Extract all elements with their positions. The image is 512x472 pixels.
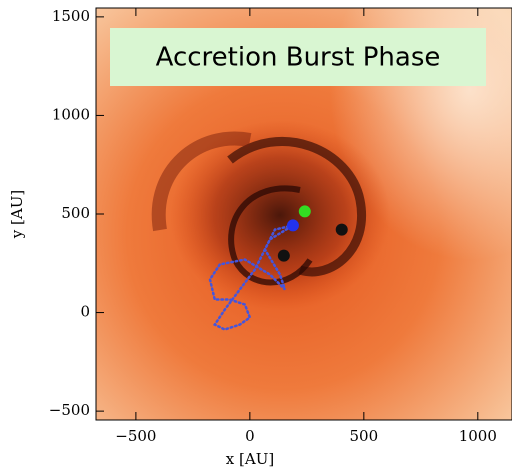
y-tick-label: −500 <box>49 401 90 419</box>
y-tick-label: 1500 <box>52 7 90 25</box>
x-tick-label: 500 <box>350 427 379 445</box>
x-axis-label: x [AU] <box>226 450 274 468</box>
trajectory <box>208 224 295 331</box>
star-point <box>335 223 348 236</box>
y-tick-label: 0 <box>80 303 90 321</box>
star-point <box>277 249 290 262</box>
y-tick-label: 500 <box>61 204 90 222</box>
star-point <box>286 219 299 232</box>
x-tick-label: 1000 <box>459 427 497 445</box>
x-tick-label: −500 <box>115 427 156 445</box>
y-axis-label: y [AU] <box>8 190 26 239</box>
title-box <box>110 28 486 86</box>
star-point <box>298 205 311 218</box>
x-tick-label: 0 <box>245 427 255 445</box>
chart-title: Accretion Burst Phase <box>156 43 441 73</box>
y-tick-label: 1000 <box>52 105 90 123</box>
